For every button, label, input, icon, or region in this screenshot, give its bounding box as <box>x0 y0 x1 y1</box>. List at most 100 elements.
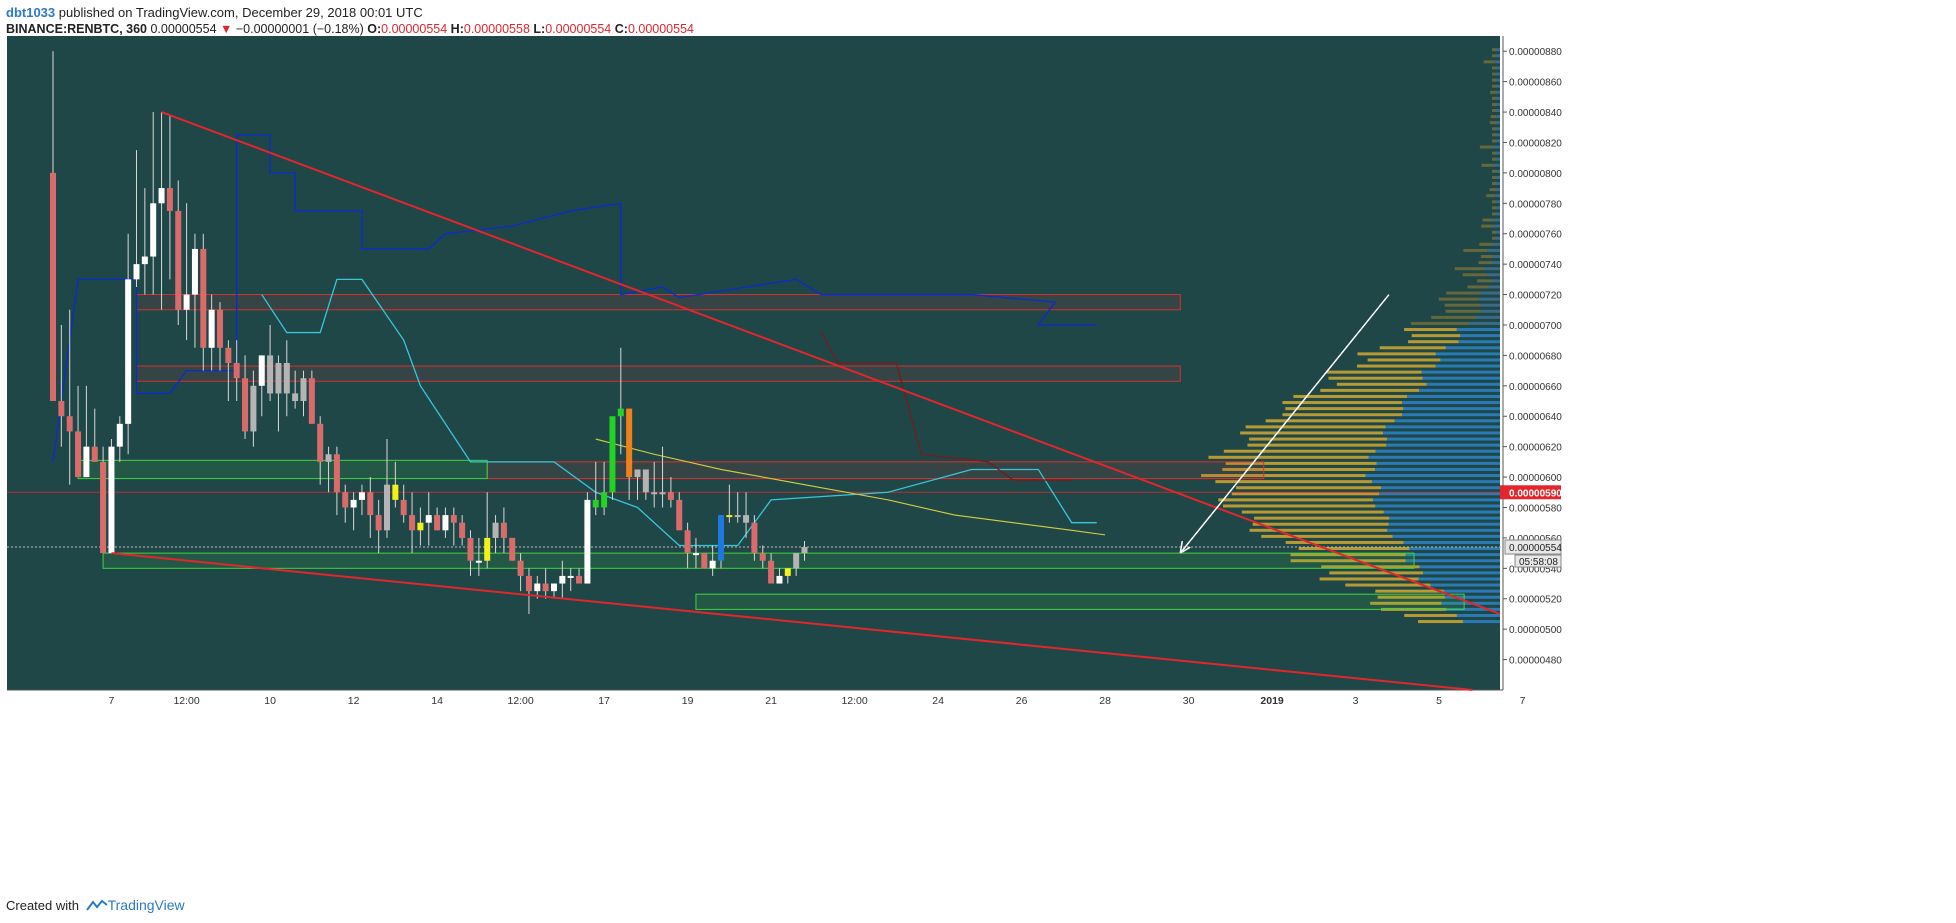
time-tick-label: 2019 <box>1260 695 1284 707</box>
candles <box>50 51 808 614</box>
candle-body <box>743 515 750 523</box>
volume-bar <box>1336 382 1427 386</box>
candle-body <box>150 203 157 257</box>
volume-bar <box>1225 461 1377 465</box>
volume-bar <box>1478 261 1493 265</box>
time-tick-label: 3 <box>1353 695 1359 707</box>
volume-bar-up <box>1463 620 1500 624</box>
high-value: 0.00000558 <box>463 22 530 36</box>
volume-bar <box>1445 309 1481 313</box>
tradingview-brand[interactable]: TradingView <box>107 897 185 913</box>
kijun-line <box>52 134 1097 462</box>
volume-bar-up <box>1496 109 1500 113</box>
volume-bar-up <box>1493 163 1500 167</box>
time-tick-label: 21 <box>765 695 777 707</box>
time-axis-background <box>7 690 1562 714</box>
candle-body <box>651 492 658 495</box>
volume-bar-up <box>1496 66 1500 70</box>
volume-bar-up <box>1407 394 1500 398</box>
volume-bar <box>1492 84 1496 88</box>
volume-bar <box>1249 437 1388 441</box>
candle-body <box>509 537 516 561</box>
volume-bar-up <box>1381 486 1500 490</box>
close-label: C: <box>614 22 628 36</box>
volume-bar-up <box>1423 571 1500 575</box>
price-axis-background <box>1503 36 1562 690</box>
volume-bar <box>1236 486 1382 490</box>
author-link[interactable]: dbt1033 <box>6 5 56 20</box>
volume-bar-up <box>1496 72 1500 76</box>
time-tick-label: 28 <box>1099 695 1111 707</box>
volume-bar-up <box>1426 382 1500 386</box>
lagging-line <box>820 332 1072 481</box>
volume-bar <box>1290 559 1406 563</box>
volume-bar-up <box>1368 455 1500 459</box>
candle-body <box>100 461 107 554</box>
volume-bar-up <box>1460 334 1500 338</box>
volume-bar <box>1411 321 1469 325</box>
price-tick-label: 0.00000620 <box>1509 443 1562 454</box>
candle-body <box>576 575 583 584</box>
volume-bar <box>1492 139 1496 143</box>
volume-bar <box>1231 492 1380 496</box>
candle-body <box>50 172 56 402</box>
volume-bar-up <box>1375 467 1500 471</box>
candle-body <box>592 499 599 508</box>
candle-body <box>659 492 666 495</box>
volume-bar <box>1492 96 1496 100</box>
candle-body <box>358 492 365 500</box>
price-tick-label: 0.00000560 <box>1509 534 1562 545</box>
candle-body <box>459 522 466 538</box>
candle-body <box>375 515 382 531</box>
volume-bar-up <box>1478 297 1500 301</box>
volume-bar-up <box>1365 474 1500 478</box>
volume-bar-up <box>1496 236 1500 240</box>
candle-body <box>626 408 633 478</box>
candle-body <box>492 522 499 538</box>
volume-bar <box>1298 547 1410 551</box>
volume-bar <box>1454 267 1485 271</box>
low-label: L: <box>533 22 546 36</box>
volume-bar <box>1293 394 1408 398</box>
volume-bar <box>1408 340 1459 344</box>
volume-bar-up <box>1443 589 1500 593</box>
volume-bar-up <box>1492 261 1500 265</box>
volume-bar <box>1490 115 1496 119</box>
volume-bar-up <box>1496 206 1500 210</box>
price-tick-label: 0.00000540 <box>1509 564 1562 575</box>
volume-bar <box>1357 352 1436 356</box>
volume-bar-up <box>1421 370 1500 374</box>
volume-bar <box>1463 248 1488 252</box>
volume-bar <box>1492 200 1496 204</box>
volume-bar <box>1404 328 1457 332</box>
volume-bar <box>1379 346 1446 350</box>
volume-bar <box>1252 522 1389 526</box>
volume-bar-up <box>1392 534 1500 538</box>
candle-body <box>283 363 290 394</box>
volume-bar <box>1481 163 1494 167</box>
volume-bar <box>1208 455 1369 459</box>
volume-bar-up <box>1394 419 1500 423</box>
candle-body <box>58 401 65 417</box>
volume-bar-up <box>1496 54 1500 58</box>
volume-bar <box>1489 188 1496 192</box>
volume-bar-up <box>1496 78 1500 82</box>
candle-body <box>467 537 474 561</box>
volume-bar-up <box>1481 291 1500 295</box>
volume-bar <box>1265 419 1395 423</box>
volume-bar-up <box>1480 309 1500 313</box>
volume-bar-up <box>1440 358 1500 362</box>
volume-bar-up <box>1409 547 1500 551</box>
volume-bar-up <box>1402 413 1500 417</box>
volume-bar <box>1492 109 1496 113</box>
candle-body <box>75 431 82 478</box>
red-level-badge <box>1500 485 1561 500</box>
candle-body <box>734 515 741 518</box>
candle-body <box>517 560 524 576</box>
publication-line: dbt1033 published on TradingView.com, De… <box>6 5 423 20</box>
volume-bar-up <box>1492 242 1500 246</box>
candle-body <box>208 309 215 348</box>
volume-bar-up <box>1496 182 1500 186</box>
red-level-badge-text: 0.00000590 <box>1509 488 1562 499</box>
